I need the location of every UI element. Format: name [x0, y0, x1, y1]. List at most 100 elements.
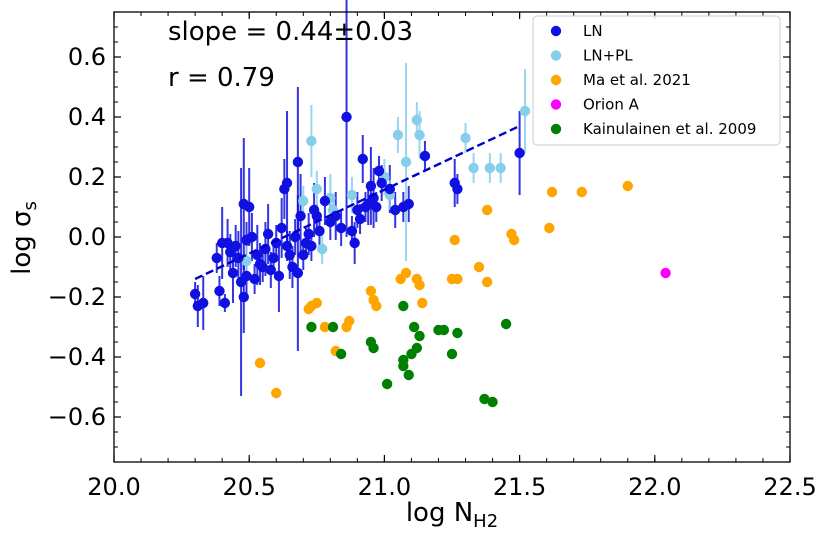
data-point [319, 195, 331, 207]
y-tick-label: −0.6 [48, 403, 106, 431]
data-point [295, 210, 306, 222]
data-point [198, 297, 209, 309]
data-point [311, 297, 322, 309]
data-point [289, 231, 301, 243]
data-point [257, 261, 268, 273]
data-point [371, 201, 382, 213]
y-axis-title-subscript: s [20, 201, 41, 210]
data-point [403, 369, 414, 381]
y-tick-label: 0.0 [68, 223, 106, 251]
data-point [268, 252, 279, 264]
data-point [249, 273, 260, 285]
data-point [284, 249, 295, 261]
data-point [352, 204, 363, 216]
data-point [252, 249, 263, 261]
x-tick-label: 22.5 [763, 473, 816, 501]
data-point [403, 198, 414, 210]
data-point [222, 237, 233, 249]
data-point [452, 183, 463, 195]
data-point [241, 270, 252, 282]
data-point [341, 111, 352, 123]
data-point [400, 156, 412, 168]
data-point [273, 270, 285, 282]
data-point [411, 342, 423, 354]
data-point [346, 189, 358, 201]
data-point [481, 204, 493, 216]
data-point [189, 288, 201, 300]
data-point [357, 153, 368, 165]
data-point [349, 237, 360, 249]
data-point [238, 291, 249, 303]
data-point [660, 267, 671, 279]
data-point [408, 321, 420, 333]
data-point [546, 186, 558, 198]
data-point [241, 255, 252, 267]
x-tick-label: 21.5 [493, 473, 546, 501]
legend-marker [550, 74, 562, 86]
x-axis-title-main: log N [406, 498, 473, 528]
data-point [414, 129, 425, 141]
data-point [306, 240, 317, 252]
data-point [271, 237, 282, 249]
y-tick-label: 0.6 [68, 43, 106, 71]
data-point [292, 267, 304, 279]
data-point [303, 228, 314, 240]
data-point [481, 276, 493, 288]
data-point [281, 240, 293, 252]
data-point [327, 321, 339, 333]
data-point [446, 348, 458, 360]
legend-marker [550, 123, 562, 135]
data-point [292, 156, 304, 168]
y-tick-label: 0.4 [68, 103, 106, 131]
data-point [508, 234, 520, 246]
data-layer [189, 0, 671, 408]
data-point [484, 162, 496, 174]
data-point [311, 210, 322, 222]
data-point [438, 324, 450, 336]
data-point [298, 195, 309, 207]
data-point [335, 348, 347, 360]
data-point [354, 213, 366, 225]
data-point [365, 285, 377, 297]
data-point [265, 264, 277, 276]
legend-marker [550, 99, 562, 110]
legend-frame [532, 15, 781, 146]
plot-frame [113, 11, 791, 463]
data-point [244, 201, 255, 213]
data-point [519, 105, 531, 117]
legend-label: LN [583, 22, 603, 40]
data-point [414, 279, 425, 291]
x-tick-label: 20.0 [87, 473, 140, 501]
data-point [281, 177, 293, 189]
x-axis-title-subscript: H2 [473, 511, 498, 532]
data-point [227, 267, 239, 279]
data-point [246, 231, 258, 243]
correlation-annotation: r = 0.79 [168, 63, 275, 93]
data-point [368, 342, 379, 354]
y-axis-title-group: log σs [7, 201, 41, 275]
data-point [276, 222, 287, 234]
data-point [392, 129, 404, 141]
data-point [371, 300, 382, 312]
legend-label: Ma et al. 2021 [583, 71, 691, 89]
data-point [473, 261, 485, 273]
data-point [398, 300, 409, 312]
data-point [344, 315, 355, 327]
y-tick-label: −0.4 [48, 343, 106, 371]
data-point [230, 240, 241, 252]
data-point [417, 297, 428, 309]
data-point [214, 285, 225, 297]
data-point [317, 243, 328, 255]
data-point [346, 225, 358, 237]
x-tick-label: 20.5 [222, 473, 275, 501]
data-point [544, 222, 555, 234]
data-point [335, 222, 347, 234]
data-point [576, 186, 587, 198]
slope-annotation: slope = 0.44±0.03 [168, 17, 413, 47]
data-point [262, 228, 274, 240]
data-point [479, 393, 490, 405]
data-point [365, 180, 377, 192]
data-point [468, 162, 479, 174]
data-point [254, 357, 266, 369]
